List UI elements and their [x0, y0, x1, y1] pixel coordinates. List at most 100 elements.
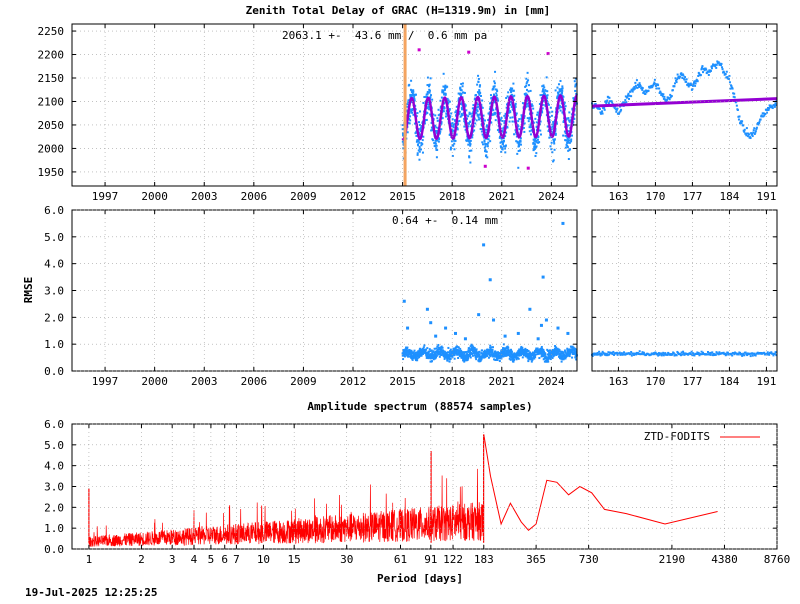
ztd-zoom-point — [731, 87, 734, 90]
ztd-zoom-point — [631, 90, 634, 93]
ztd-zoom-xtick-label: 184 — [719, 190, 739, 203]
rmse-point — [414, 353, 417, 356]
rmse-point — [440, 354, 443, 357]
rmse-point — [407, 353, 410, 356]
rmse-zoom-point — [630, 351, 633, 354]
rmse-zoom-point — [595, 353, 598, 356]
rmse-point — [430, 355, 433, 358]
rmse-point — [439, 349, 442, 352]
rmse-zoom-point — [763, 351, 766, 354]
rmse-point — [417, 354, 420, 357]
ztd-point — [572, 97, 575, 100]
ztd-zoom-point — [728, 74, 731, 77]
ztd-point — [519, 140, 522, 143]
ztd-zoom-point — [616, 107, 619, 110]
rmse-zoom-point — [680, 351, 683, 354]
spectrum-ytick-label: 0.0 — [44, 543, 64, 556]
ztd-point — [568, 119, 571, 122]
ztd-outlier-point — [526, 166, 530, 170]
ztd-zoom-point — [758, 121, 761, 124]
ztd-point — [535, 152, 538, 155]
ztd-point — [525, 105, 528, 108]
ztd-point — [428, 83, 431, 86]
rmse-xtick-label: 2015 — [389, 375, 416, 388]
ztd-point — [452, 126, 455, 129]
rmse-point — [424, 351, 427, 354]
ztd-point — [451, 122, 454, 125]
rmse-point — [439, 352, 442, 355]
ztd-point — [529, 89, 532, 92]
rmse-zoom-point — [737, 353, 740, 356]
ztd-point — [534, 117, 537, 120]
ztd-point — [505, 106, 508, 109]
ztd-zoom-point — [696, 80, 699, 83]
rmse-points — [401, 343, 578, 363]
ztd-point — [436, 119, 439, 122]
rmse-point — [405, 352, 408, 355]
rmse-point — [559, 350, 562, 353]
ztd-zoom-point — [750, 132, 753, 135]
ztd-point — [533, 145, 536, 148]
ztd-point — [552, 121, 555, 124]
ztd-point — [500, 140, 503, 143]
rmse-point — [457, 346, 460, 349]
rmse-point — [518, 352, 521, 355]
ztd-zoom-point — [710, 65, 713, 68]
ztd-zoom-point — [659, 91, 662, 94]
rmse-point — [564, 357, 567, 360]
spectrum-ytick-label: 4.0 — [44, 460, 64, 473]
rmse-zoom-point — [595, 352, 598, 355]
ztd-point — [522, 126, 525, 129]
ztd-zoom-point — [623, 101, 626, 104]
rmse-point — [406, 346, 409, 349]
ztd-point — [525, 77, 528, 80]
ztd-zoom-point — [629, 90, 632, 93]
ztd-zoom-point — [644, 89, 647, 92]
ztd-point — [527, 105, 530, 108]
rmse-zoom-point — [706, 353, 709, 356]
ztd-point — [502, 137, 505, 140]
ztd-point — [542, 88, 545, 91]
rmse-zoom-point — [712, 352, 715, 355]
ztd-point — [426, 112, 429, 115]
ztd-point — [433, 145, 436, 148]
rmse-point — [469, 350, 472, 353]
ztd-point — [567, 136, 570, 139]
rmse-point — [463, 352, 466, 355]
rmse-zoom-point — [601, 350, 604, 353]
ztd-point — [566, 137, 569, 140]
rmse-point — [435, 354, 438, 357]
ztd-zoom-point — [679, 75, 682, 78]
ztd-zoom-point — [709, 70, 712, 73]
rmse-point — [554, 351, 557, 354]
ztd-point — [476, 91, 479, 94]
rmse-outlier-point — [477, 313, 481, 317]
rmse-ytick-label: 3.0 — [44, 285, 64, 298]
ztd-zoom-point — [666, 98, 669, 101]
rmse-point — [469, 356, 472, 359]
rmse-zoom-xtick-label: 163 — [608, 375, 628, 388]
ztd-point — [468, 156, 471, 159]
ztd-zoom-point — [703, 68, 706, 71]
rmse-xtick-label: 2021 — [489, 375, 516, 388]
rmse-point — [432, 356, 435, 359]
ztd-point — [524, 85, 527, 88]
rmse-xtick-label: 2018 — [439, 375, 466, 388]
rmse-zoom-point — [662, 351, 665, 354]
ztd-point — [478, 93, 481, 96]
ztd-point — [421, 139, 424, 142]
rmse-point — [572, 346, 575, 349]
ztd-point — [541, 107, 544, 110]
ztd-point — [418, 145, 421, 148]
ztd-point — [484, 149, 487, 152]
spectrum-xtick-label: 2190 — [659, 553, 686, 566]
rmse-point — [511, 355, 514, 358]
rmse-point — [561, 356, 564, 359]
ztd-point — [546, 90, 549, 93]
ztd-zoom-point — [708, 69, 711, 72]
ztd-zoom-point — [768, 107, 771, 110]
ztd-point — [573, 113, 576, 116]
rmse-point — [570, 345, 573, 348]
ztd-point — [442, 102, 445, 105]
ztd-point — [513, 133, 516, 136]
